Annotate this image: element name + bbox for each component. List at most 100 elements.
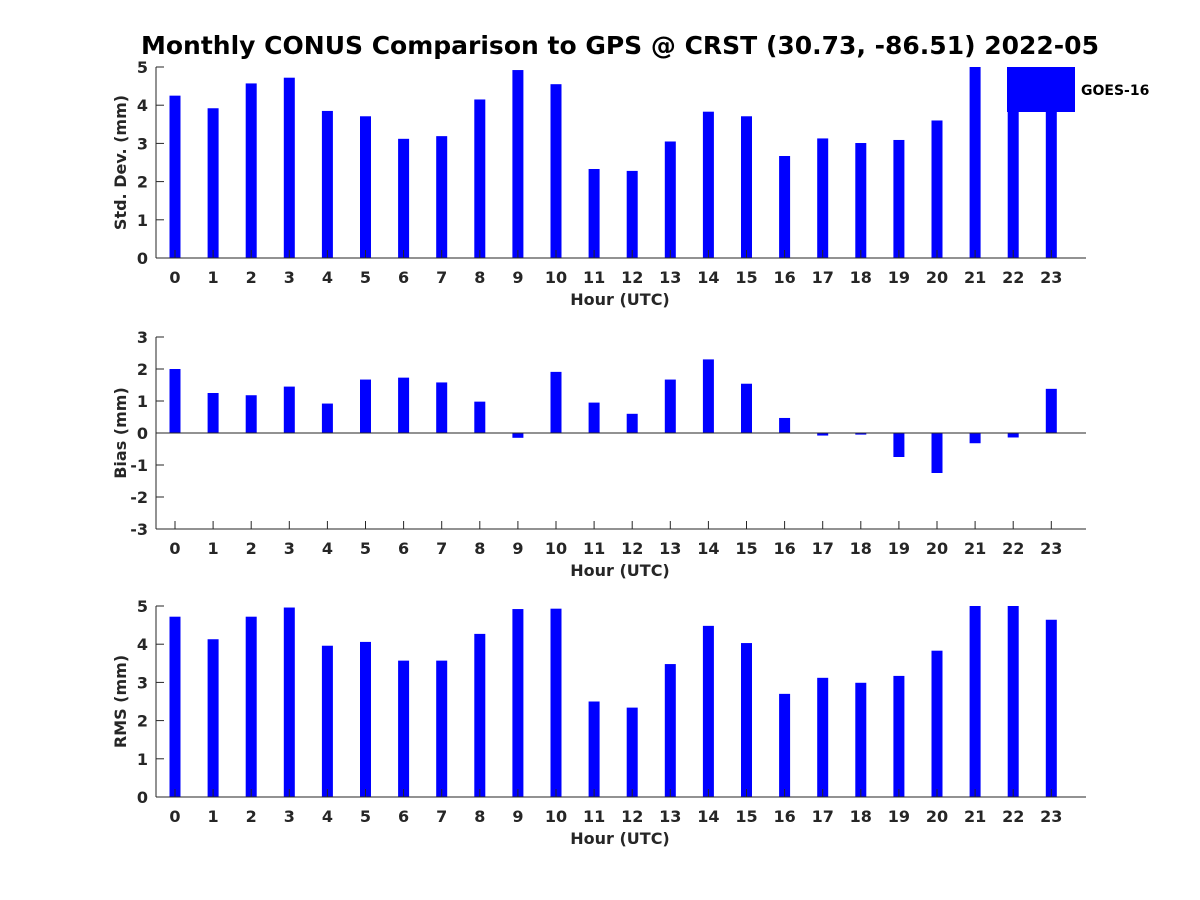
bar bbox=[360, 379, 371, 433]
bar bbox=[855, 682, 867, 797]
x-tick-label: 21 bbox=[964, 807, 986, 826]
y-tick-label: -2 bbox=[130, 488, 148, 507]
y-tick-label: 0 bbox=[137, 249, 148, 268]
x-tick-label: 14 bbox=[697, 807, 719, 826]
bar bbox=[169, 369, 181, 433]
x-tick-label: 11 bbox=[583, 539, 605, 558]
x-tick-label: 8 bbox=[474, 807, 485, 826]
x-tick-label: 18 bbox=[850, 268, 872, 287]
x-tick-label: 11 bbox=[583, 268, 605, 287]
x-tick-label: 0 bbox=[169, 268, 180, 287]
y-tick-label: 2 bbox=[137, 173, 148, 192]
bar bbox=[626, 413, 638, 433]
y-axis-label: Std. Dev. (mm) bbox=[111, 95, 130, 230]
x-tick-label: 9 bbox=[512, 268, 523, 287]
x-tick-label: 2 bbox=[246, 807, 257, 826]
legend-label: GOES-16 bbox=[1081, 83, 1149, 99]
x-tick-label: 6 bbox=[398, 539, 409, 558]
y-tick-label: 0 bbox=[137, 788, 148, 807]
bar bbox=[550, 371, 562, 433]
x-tick-label: 12 bbox=[621, 807, 643, 826]
bar bbox=[169, 95, 181, 259]
bar bbox=[512, 609, 524, 797]
x-tick-label: 17 bbox=[812, 807, 834, 826]
x-tick-label: 15 bbox=[735, 807, 757, 826]
bar bbox=[207, 393, 219, 433]
x-tick-label: 17 bbox=[812, 268, 834, 287]
legend-swatch bbox=[1007, 67, 1075, 112]
bar bbox=[169, 616, 181, 797]
bar bbox=[702, 625, 714, 797]
bar bbox=[779, 417, 791, 433]
x-tick-label: 22 bbox=[1002, 539, 1024, 558]
chart-title: Monthly CONUS Comparison to GPS @ CRST (… bbox=[141, 31, 1099, 60]
x-tick-label: 20 bbox=[926, 268, 948, 287]
x-tick-label: 6 bbox=[398, 268, 409, 287]
bar bbox=[817, 433, 829, 436]
bar bbox=[931, 650, 943, 797]
bar bbox=[1045, 111, 1057, 258]
bar bbox=[969, 606, 981, 797]
x-tick-label: 19 bbox=[888, 539, 910, 558]
x-tick-label: 14 bbox=[697, 539, 719, 558]
x-tick-label: 16 bbox=[773, 807, 795, 826]
x-tick-label: 5 bbox=[360, 268, 371, 287]
x-tick-label: 13 bbox=[659, 268, 681, 287]
x-tick-label: 5 bbox=[360, 807, 371, 826]
x-axis-label: Hour (UTC) bbox=[570, 829, 670, 848]
x-tick-label: 16 bbox=[773, 539, 795, 558]
bar bbox=[664, 664, 676, 797]
y-tick-label: 3 bbox=[137, 134, 148, 153]
y-tick-label: -3 bbox=[130, 520, 148, 539]
bar bbox=[360, 116, 371, 258]
bar bbox=[321, 645, 333, 797]
y-tick-label: 0 bbox=[137, 424, 148, 443]
bar bbox=[1045, 619, 1057, 797]
x-tick-label: 22 bbox=[1002, 268, 1024, 287]
bar bbox=[321, 403, 333, 433]
bar bbox=[1045, 388, 1057, 433]
bar bbox=[741, 643, 752, 797]
x-tick-label: 3 bbox=[284, 268, 295, 287]
x-tick-label: 11 bbox=[583, 807, 605, 826]
x-tick-label: 4 bbox=[322, 539, 333, 558]
bar bbox=[283, 607, 295, 797]
bar bbox=[245, 395, 257, 433]
bar bbox=[436, 136, 448, 258]
y-tick-label: 5 bbox=[137, 597, 148, 616]
y-axis-label: RMS (mm) bbox=[111, 655, 130, 748]
bar bbox=[855, 433, 867, 435]
y-tick-label: 2 bbox=[137, 360, 148, 379]
x-tick-label: 1 bbox=[208, 807, 219, 826]
y-tick-label: 5 bbox=[137, 58, 148, 77]
x-tick-label: 7 bbox=[436, 807, 447, 826]
bar bbox=[1007, 606, 1019, 797]
x-tick-label: 8 bbox=[474, 539, 485, 558]
x-tick-label: 4 bbox=[322, 268, 333, 287]
y-tick-label: -1 bbox=[130, 456, 148, 475]
y-tick-label: 2 bbox=[137, 712, 148, 731]
x-tick-label: 23 bbox=[1040, 539, 1062, 558]
bar bbox=[588, 701, 600, 797]
bar bbox=[474, 633, 486, 797]
bar bbox=[1007, 67, 1019, 258]
bar bbox=[398, 138, 410, 258]
bar bbox=[969, 67, 981, 258]
x-tick-label: 15 bbox=[735, 539, 757, 558]
x-tick-label: 3 bbox=[284, 539, 295, 558]
y-tick-label: 3 bbox=[137, 328, 148, 347]
x-axis-label: Hour (UTC) bbox=[570, 561, 670, 580]
bar bbox=[893, 433, 905, 457]
x-tick-label: 13 bbox=[659, 539, 681, 558]
x-tick-label: 23 bbox=[1040, 807, 1062, 826]
x-tick-label: 18 bbox=[850, 539, 872, 558]
x-tick-label: 3 bbox=[284, 807, 295, 826]
bar bbox=[1007, 433, 1019, 438]
x-tick-label: 10 bbox=[545, 807, 567, 826]
bar bbox=[664, 379, 676, 433]
x-tick-label: 12 bbox=[621, 539, 643, 558]
bar bbox=[398, 660, 410, 797]
x-tick-label: 0 bbox=[169, 807, 180, 826]
